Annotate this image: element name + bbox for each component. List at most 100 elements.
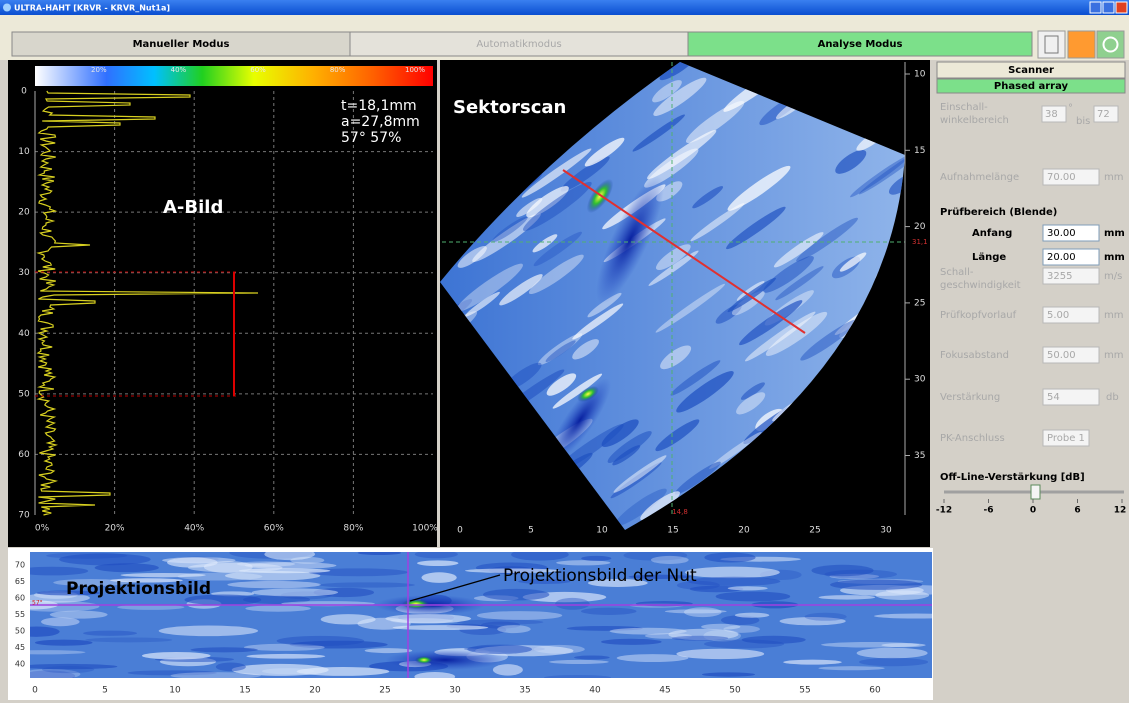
texture-streak xyxy=(614,488,667,527)
texture-streak xyxy=(687,576,781,586)
texture-streak xyxy=(41,617,80,627)
texture-streak xyxy=(740,382,765,400)
texture-streak xyxy=(727,165,791,211)
unit: m/s xyxy=(1104,271,1122,282)
texture-streak xyxy=(674,461,721,495)
texture-streak xyxy=(264,552,316,561)
input[interactable] xyxy=(1042,388,1100,406)
x-tick-label: 100% xyxy=(412,524,438,534)
database-button[interactable] xyxy=(1037,30,1066,59)
x-tick-label: 0% xyxy=(35,524,50,534)
x-tick-label: 20 xyxy=(738,526,750,536)
dropdown[interactable] xyxy=(1042,429,1090,447)
y-tick-label: 50 xyxy=(18,389,30,399)
readout: t=18,1mm xyxy=(341,98,417,114)
texture-streak xyxy=(731,291,765,316)
echo-hotspot xyxy=(402,599,430,609)
input[interactable] xyxy=(1042,168,1100,186)
maximize-button[interactable] xyxy=(1102,1,1115,14)
report-button[interactable] xyxy=(1067,30,1096,59)
x-tick-label: 0 xyxy=(457,526,463,536)
texture-streak xyxy=(276,635,365,646)
dropdown-value: Probe 1 xyxy=(1047,433,1085,444)
input[interactable] xyxy=(1042,306,1100,324)
field-label: Einschall- xyxy=(940,102,988,113)
texture-streak xyxy=(492,216,528,243)
texture-streak xyxy=(727,586,768,591)
input-value: 3255 xyxy=(1047,271,1072,282)
texture-streak xyxy=(313,587,375,598)
y-tick-label: 55 xyxy=(15,610,25,619)
texture-streak xyxy=(859,657,929,667)
x-tick-label: 60 xyxy=(869,686,881,696)
texture-streak xyxy=(289,640,388,649)
texture-streak xyxy=(518,578,571,584)
texture-streak xyxy=(141,651,211,660)
texture-streak xyxy=(804,612,847,621)
mode-bar[interactable] xyxy=(936,78,1126,94)
y-tick-label: 0 xyxy=(21,87,27,97)
texture-streak xyxy=(609,627,687,635)
section-label: Off-Line-Verstärkung [dB] xyxy=(940,472,1085,483)
echo-dark xyxy=(596,176,664,304)
texture-streak xyxy=(850,154,905,198)
readout: a=27,8mm xyxy=(341,114,420,130)
texture-streak xyxy=(881,643,926,648)
scanner-header[interactable] xyxy=(936,61,1126,79)
input[interactable] xyxy=(1093,105,1119,123)
texture-streak xyxy=(692,186,724,209)
texture-streak xyxy=(34,639,93,646)
texture-streak xyxy=(676,580,720,590)
input-value: 30.00 xyxy=(1047,228,1076,239)
texture-streak xyxy=(526,186,569,218)
input[interactable] xyxy=(1042,248,1100,266)
input-value: 20.00 xyxy=(1047,252,1076,263)
input[interactable] xyxy=(1042,267,1100,285)
texture-streak xyxy=(492,664,523,676)
x-tick-label: 5 xyxy=(528,526,534,536)
texture-streak xyxy=(572,339,599,360)
settings-button[interactable] xyxy=(1096,30,1125,59)
texture-streak xyxy=(481,621,521,629)
texture-streak xyxy=(215,662,246,672)
a-scan-plot: 20% 40% 60% 80% 100% 0 10 20 30 40 50 60 70 0% 20% 40% 6… xyxy=(18,66,438,534)
texture-streak xyxy=(580,607,637,615)
texture-streak xyxy=(739,300,803,346)
field-label: Schall- xyxy=(940,267,974,278)
input[interactable] xyxy=(1041,105,1067,123)
field-label: Fokusabstand xyxy=(940,350,1009,361)
angle-label: 57° xyxy=(32,600,43,607)
x-tick-label: 0 xyxy=(32,686,38,696)
texture-streak xyxy=(521,148,592,198)
x-tick-label: 50 xyxy=(729,686,741,696)
tab-manual[interactable] xyxy=(11,31,351,57)
texture-streak xyxy=(566,625,643,631)
texture-streak xyxy=(190,647,258,653)
slider-scale-label: 12 xyxy=(1114,506,1127,516)
texture-streak xyxy=(741,635,806,644)
texture-streak xyxy=(587,578,648,587)
y-tick-label: 45 xyxy=(15,643,25,652)
app-icon xyxy=(3,3,11,12)
texture-streak xyxy=(703,639,785,649)
texture-streak xyxy=(528,254,584,295)
close-button[interactable] xyxy=(1115,1,1128,14)
x-tick-label: 55 xyxy=(799,686,810,696)
texture-streak xyxy=(628,574,692,579)
input-value: 70.00 xyxy=(1047,172,1076,183)
input[interactable] xyxy=(1042,224,1100,242)
minimize-button[interactable] xyxy=(1089,1,1102,14)
input[interactable] xyxy=(1042,346,1100,364)
x-tick-label: 5 xyxy=(102,686,108,696)
texture-streak xyxy=(30,663,118,670)
texture-streak xyxy=(765,311,828,356)
texture-streak xyxy=(763,256,814,293)
x-tick-label: 10 xyxy=(169,686,181,696)
texture-streak xyxy=(655,283,726,333)
slider-thumb[interactable] xyxy=(1030,484,1041,500)
texture-streak xyxy=(544,674,612,678)
tab-analysis[interactable] xyxy=(687,31,1033,57)
texture-streak xyxy=(727,277,776,313)
texture-streak xyxy=(632,114,685,152)
texture-streak xyxy=(709,431,762,470)
